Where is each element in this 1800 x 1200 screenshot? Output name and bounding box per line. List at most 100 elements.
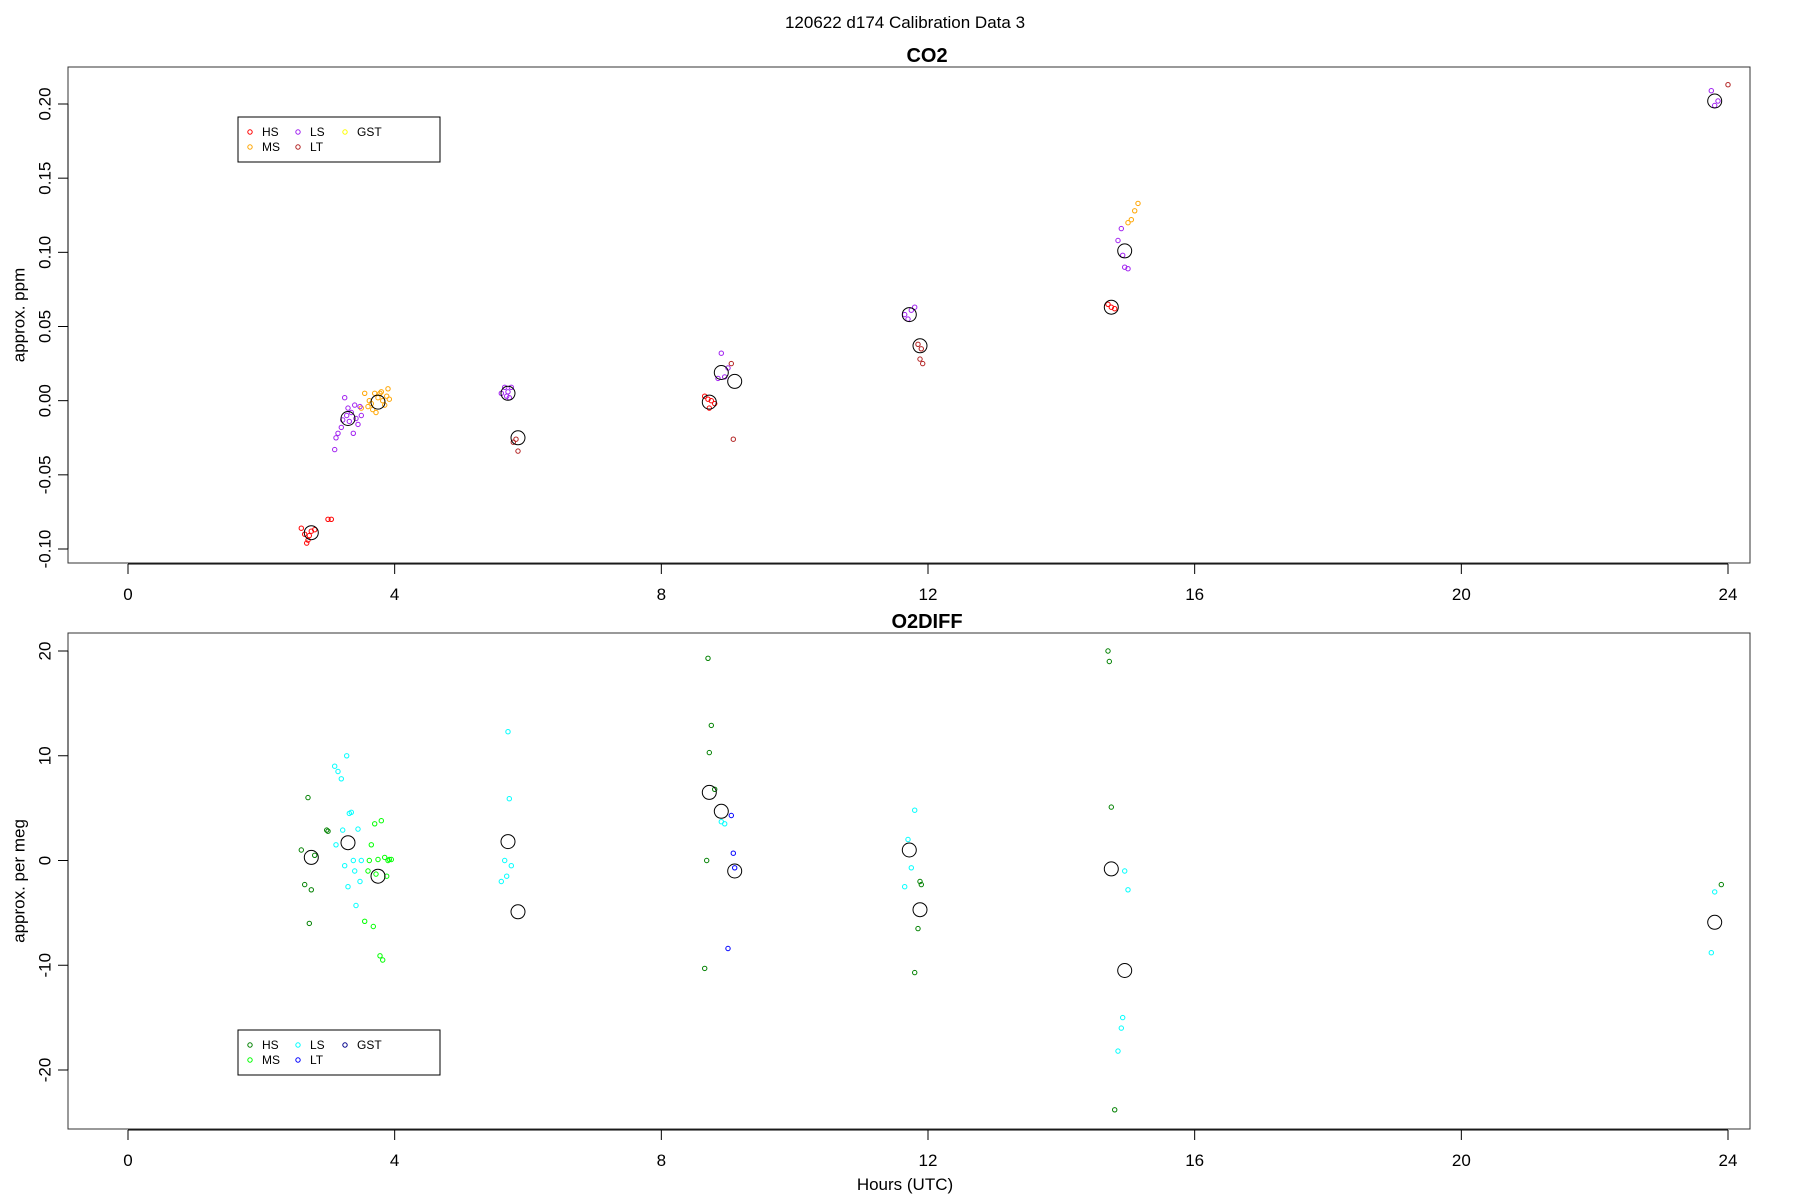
- co2-point-ms: [1128, 217, 1135, 223]
- o2diff-point-ls: [335, 768, 341, 775]
- o2diff-point-ls: [905, 836, 911, 843]
- o2diff-x-tick-label: 0: [123, 1151, 132, 1170]
- o2diff-legend-label-ms: MS: [262, 1053, 280, 1067]
- co2-mean-point: [1707, 93, 1723, 109]
- o2diff-point-ls: [1708, 950, 1715, 956]
- o2diff-point-hs: [324, 827, 330, 833]
- o2diff-point-hs: [917, 878, 923, 885]
- o2diff-point-ls: [348, 809, 354, 815]
- co2-legend-marker-lt: [295, 144, 301, 150]
- co2-y-tick-label: -0.10: [35, 530, 54, 569]
- o2diff-point-ls: [506, 796, 512, 802]
- co2-point-ms: [385, 386, 391, 392]
- co2-point-hs: [325, 516, 331, 522]
- co2-legend-marker-ls: [295, 129, 301, 135]
- co2-point-ls: [1115, 237, 1121, 244]
- co2-legend-label-hs: HS: [262, 125, 279, 139]
- co2-mean-point: [510, 430, 526, 446]
- o2diff-point-ms: [385, 857, 391, 864]
- co2-y-axis-label: approx. ppm: [9, 268, 28, 363]
- o2diff-point-ls: [1125, 887, 1131, 893]
- o2diff-point-ms: [378, 818, 384, 824]
- co2-legend-marker-hs: [247, 129, 253, 135]
- o2diff-mean-point: [303, 849, 319, 865]
- o2diff-point-ms: [370, 923, 376, 930]
- o2diff-point-ls: [344, 753, 350, 759]
- o2diff-point-ls: [342, 863, 348, 869]
- co2-point-ls: [338, 424, 344, 431]
- o2diff-point-ms: [366, 857, 372, 864]
- o2diff-point-ls: [508, 863, 514, 869]
- co2-x-tick-label: 4: [390, 585, 399, 604]
- o2diff-point-lt: [730, 850, 736, 856]
- co2-point-ls: [357, 403, 363, 410]
- o2diff-mean-point: [713, 803, 729, 819]
- o2diff-mean-point: [340, 835, 356, 851]
- co2-point-ls: [344, 412, 350, 419]
- co2-point-hs: [328, 516, 334, 522]
- o2diff-point-hs: [915, 925, 921, 932]
- co2-x-tick-label: 20: [1452, 585, 1471, 604]
- o2diff-mean-point: [370, 868, 386, 884]
- o2diff-point-ls: [358, 857, 364, 864]
- co2-point-ls: [1118, 225, 1125, 232]
- o2diff-point-ls: [355, 826, 361, 832]
- co2-point-ls: [1125, 266, 1131, 272]
- o2diff-point-ls: [333, 842, 339, 848]
- co2-y-tick-label: 0.20: [35, 87, 54, 120]
- o2diff-mean-point: [1117, 963, 1133, 978]
- o2diff-point-hs: [312, 852, 318, 858]
- o2diff-point-lt: [732, 865, 738, 871]
- co2-point-lt: [515, 448, 521, 454]
- o2diff-legend-label-lt: LT: [310, 1053, 324, 1067]
- co2-mean-point: [713, 365, 729, 380]
- co2-mean-point: [500, 385, 516, 401]
- co2-legend-marker-gst: [342, 129, 348, 135]
- o2diff-point-ls: [1712, 889, 1718, 895]
- o2diff-point-ls: [504, 873, 510, 879]
- co2-x-tick-label: 0: [123, 585, 132, 604]
- co2-point-ls: [346, 418, 352, 425]
- o2diff-y-axis-label: approx. per meg: [9, 819, 28, 943]
- o2diff-mean-point: [510, 904, 526, 920]
- co2-point-ls: [502, 384, 508, 390]
- o2diff-point-ls: [1115, 1048, 1121, 1054]
- co2-point-lt: [730, 436, 736, 442]
- co2-point-ms: [384, 393, 390, 399]
- o2diff-point-ms: [368, 842, 374, 848]
- o2diff-mean-point: [701, 784, 717, 800]
- co2-axes: 0 4 8 12 16 20 24 -0.10 -0.05 0.00 0.05 0.10 0.15 0.2…: [35, 87, 1737, 604]
- o2diff-axes: 0 4 8 12 16 20 24 -20 -10 0 10 20: [35, 642, 1737, 1170]
- co2-point-ls: [508, 384, 514, 390]
- x-axis-label: Hours (UTC): [857, 1175, 953, 1194]
- o2diff-y-tick-label: 0: [35, 856, 54, 865]
- o2diff-legend-label-gst: GST: [357, 1038, 382, 1052]
- co2-point-ls: [355, 421, 361, 428]
- o2diff-point-ms: [386, 856, 392, 863]
- co2-mean-point: [701, 394, 717, 410]
- co2-x-tick-label: 12: [919, 585, 938, 604]
- o2diff-x-tick-label: 8: [657, 1151, 666, 1170]
- o2diff-point-ls: [902, 884, 908, 890]
- co2-point-lt: [915, 341, 921, 347]
- co2-point-ls: [1712, 102, 1718, 109]
- figure-title: 120622 d174 Calibration Data 3: [785, 13, 1025, 32]
- o2diff-x-tick-label: 16: [1185, 1151, 1204, 1170]
- co2-y-tick-label: -0.05: [35, 455, 54, 494]
- o2diff-point-ls: [498, 878, 504, 885]
- o2diff-x-tick-label: 12: [919, 1151, 938, 1170]
- co2-point-ls: [358, 412, 364, 419]
- o2diff-point-hs: [1106, 658, 1113, 665]
- o2diff-legend-label-ls: LS: [310, 1038, 325, 1052]
- co2-mean-point: [370, 394, 386, 410]
- o2diff-point-ls: [352, 868, 358, 874]
- co2-point-ls: [333, 435, 339, 441]
- co2-point-lt: [513, 436, 519, 442]
- o2diff-x-tick-label: 24: [1719, 1151, 1738, 1170]
- co2-point-ms: [365, 403, 371, 410]
- co2-point-hs: [1105, 301, 1111, 307]
- co2-point-hs: [304, 540, 310, 546]
- co2-legend-label-ms: MS: [262, 140, 280, 154]
